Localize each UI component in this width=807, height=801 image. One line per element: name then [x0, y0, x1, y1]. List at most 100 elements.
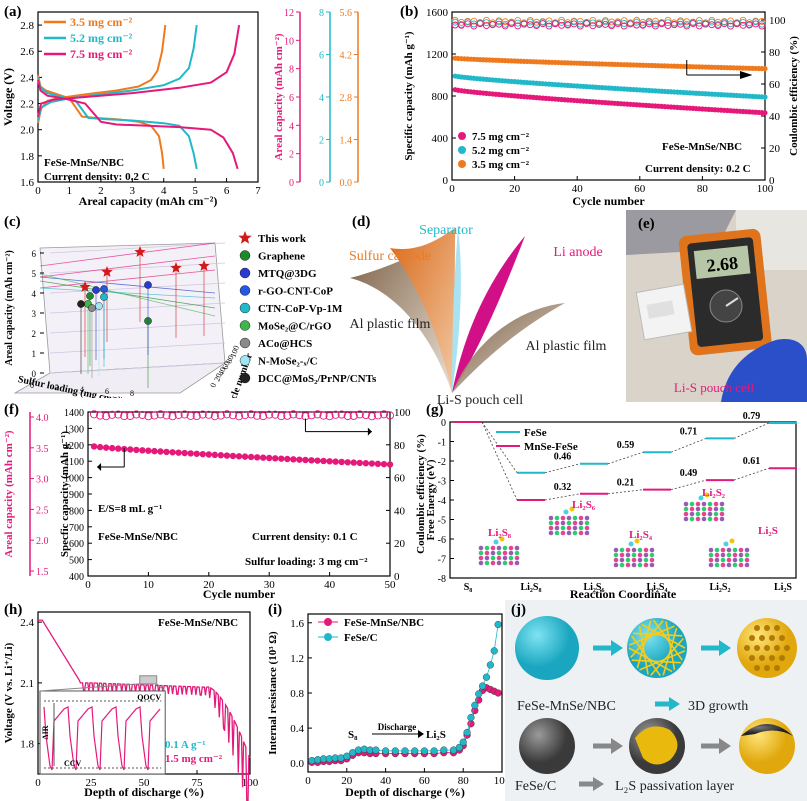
- panel-letter-e: (e): [638, 216, 655, 232]
- pore: [744, 645, 750, 651]
- x-tick-label: 1: [67, 185, 73, 197]
- atom: [732, 547, 738, 553]
- data-point: [479, 682, 487, 690]
- y-tick-label: 0: [32, 369, 37, 379]
- guide-line: [39, 280, 216, 309]
- y-tick-label: 1.8: [20, 151, 34, 163]
- atom: [578, 530, 584, 536]
- atom: [490, 550, 496, 556]
- data-point: [490, 647, 498, 655]
- nbc-sphere: [515, 616, 579, 680]
- step-label-fese: 0.59: [617, 440, 635, 451]
- connector: [733, 422, 770, 439]
- capacity-point: [278, 455, 285, 462]
- atom: [720, 557, 726, 563]
- capacity-point: [247, 453, 255, 461]
- growth-lines: [628, 625, 675, 646]
- y-tick-label: 0.0: [290, 758, 304, 770]
- right-axis-tick-label: 10: [284, 36, 294, 47]
- atom: [726, 562, 732, 568]
- data-point: [471, 701, 479, 709]
- x-tick-label: 100: [757, 183, 774, 195]
- pore: [774, 625, 780, 631]
- annotation: Current density: 0.1 C: [252, 531, 358, 543]
- capacity-point: [211, 451, 219, 459]
- ce-point: [464, 18, 472, 26]
- species-label: Li₂S₈: [488, 527, 512, 539]
- atom: [514, 560, 520, 566]
- atom: [713, 511, 719, 517]
- data-point: [463, 728, 471, 737]
- grid-line: [49, 362, 226, 374]
- annotation: FeSe-MnSe/NBC: [662, 141, 742, 153]
- panel-letter-j: (j): [511, 602, 526, 618]
- y-tick-label: -3: [438, 477, 446, 488]
- guide-line: [39, 255, 216, 278]
- data-point: [144, 281, 152, 289]
- atom: [490, 560, 496, 566]
- capacity-point: [356, 459, 363, 467]
- capacity-point: [127, 446, 134, 453]
- panel-letter-g: (g): [426, 402, 444, 418]
- step-label-mnse: 0.32: [554, 482, 572, 493]
- legend-label: FeSe-MnSe/NBC: [344, 617, 424, 629]
- atom: [723, 541, 729, 547]
- y-tick-label: 1200: [64, 441, 84, 452]
- x-tick-label: 2: [55, 383, 59, 392]
- y-tick-label: 0.8: [290, 688, 304, 700]
- atom: [625, 562, 631, 568]
- atom: [502, 560, 508, 566]
- atom: [484, 555, 490, 561]
- arrow-head: [97, 462, 102, 471]
- atom: [637, 562, 643, 568]
- y-tick-label: 1600: [426, 7, 449, 19]
- growth-lines: [636, 620, 652, 669]
- x-category-label: Li₂S₂: [709, 582, 730, 593]
- right-axis-label: Areal capacity (mAh cm⁻²): [273, 33, 285, 160]
- panel-letter-d: (d): [352, 214, 370, 230]
- y-tick-label: 400: [432, 133, 449, 145]
- grid-line: [49, 242, 226, 254]
- series-line: [37, 24, 167, 124]
- annotation: Sulfur loading: 3 mg cm⁻²: [245, 556, 368, 568]
- capacity-point: [762, 94, 768, 100]
- plot-frame-a: [37, 11, 259, 183]
- z-tick-label: 80: [224, 354, 235, 365]
- star-point: [101, 266, 113, 277]
- atom: [707, 501, 713, 507]
- legend-label: FeSe/C: [344, 632, 378, 644]
- atom: [708, 562, 714, 568]
- atom: [637, 552, 643, 558]
- ce-point: [526, 18, 534, 26]
- atom: [566, 525, 572, 531]
- ce-point: [240, 411, 250, 420]
- x-tick-label: 80: [458, 775, 470, 787]
- annotation: FeSe-MnSe/NBC: [44, 157, 124, 169]
- pore: [779, 655, 785, 661]
- atom: [631, 562, 637, 568]
- sulfur-cathode-label: Sulfur cathode: [349, 249, 431, 264]
- ce-point: [210, 412, 219, 421]
- x-tick-label: 10: [143, 579, 155, 591]
- y-tick-label: 6: [32, 249, 37, 259]
- atom: [704, 492, 710, 498]
- ce-point: [501, 22, 509, 30]
- atom: [502, 550, 508, 556]
- inset-label: QOCV: [137, 693, 161, 702]
- inset-label: ΔIR: [41, 725, 50, 739]
- atom: [637, 557, 643, 563]
- y-tick-label: 3: [32, 309, 37, 319]
- areal-axis-tick-label: 4.0: [36, 413, 49, 424]
- step-label-fese: 0.79: [743, 411, 761, 422]
- ce-point: [614, 20, 622, 27]
- ce-point: [739, 19, 747, 26]
- x-axis-label: Areal capacity (mAh cm⁻²): [79, 194, 218, 208]
- right-axis-tick-label: 12: [284, 8, 294, 19]
- y-tick-label: 2.2: [20, 99, 34, 111]
- annotation: 1.5 mg cm⁻²: [165, 753, 223, 765]
- data-point: [459, 738, 467, 746]
- atom: [508, 555, 514, 561]
- atom: [619, 557, 625, 563]
- capacity-point: [199, 450, 206, 458]
